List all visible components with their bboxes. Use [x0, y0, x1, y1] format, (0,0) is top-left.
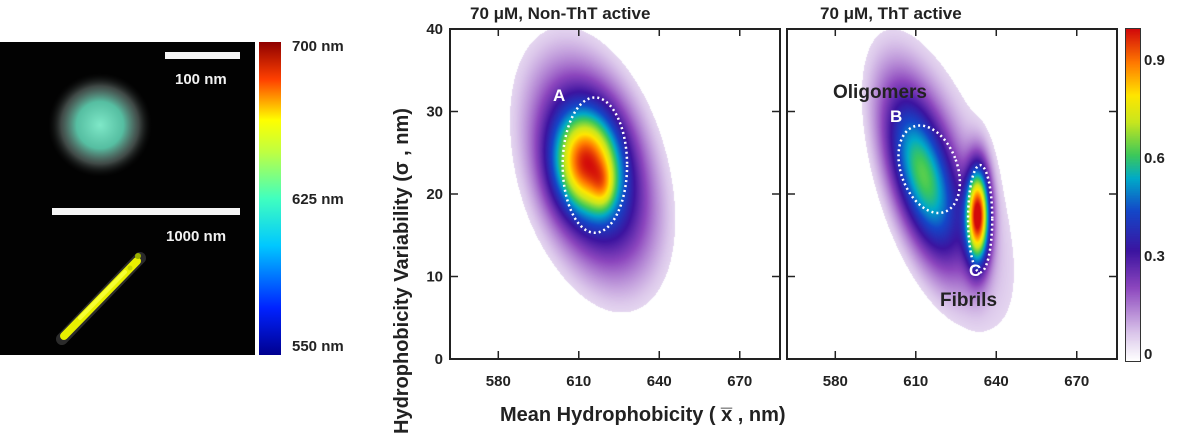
x-tick-label: 580 — [486, 373, 511, 390]
x-tick-label: 640 — [984, 373, 1009, 390]
wavelength-colorbar-svg — [259, 42, 281, 355]
intensity-colorbar — [1125, 28, 1141, 362]
x-tick-label: 670 — [727, 373, 752, 390]
microscopy-image: 100 nm 1000 nm — [0, 42, 255, 355]
scale-label-100: 100 nm — [175, 71, 227, 88]
wavelength-tick-550: 550 nm — [292, 338, 344, 355]
heatmap-2-overlay: B C Oligomers Fibrils — [786, 28, 1118, 360]
wavelength-tick-625: 625 nm — [292, 191, 344, 208]
fibril-image — [56, 252, 146, 345]
wavelength-colorbar — [259, 42, 281, 355]
heatmap-1-overlay: A — [449, 28, 781, 360]
x-tick-label: 640 — [647, 373, 672, 390]
intensity-tick-0: 0 — [1144, 346, 1153, 363]
region-ellipse-C — [966, 163, 994, 274]
y-axis-label: Hydrophobicity Variability (σ , nm) — [391, 108, 413, 434]
y-tick-label: 40 — [426, 21, 443, 38]
region-label-C: C — [969, 261, 981, 280]
intensity-tick-06: 0.6 — [1144, 150, 1165, 167]
y-tick-label: 0 — [435, 351, 443, 368]
heatmap-1-canvas — [450, 29, 780, 359]
heatmap-panel-1: A — [449, 28, 781, 360]
x-axis-label: Mean Hydrophobicity ( x̅ , nm) — [500, 404, 786, 426]
panel1-title: 70 μM, Non-ThT active — [470, 4, 651, 23]
y-tick-label: 10 — [426, 269, 443, 286]
y-tick-label: 30 — [426, 104, 443, 121]
region-ellipse-A — [561, 96, 629, 235]
scale-label-1000: 1000 nm — [166, 228, 227, 245]
x-tick-label: 610 — [566, 373, 591, 390]
scale-bar-100 — [165, 52, 240, 59]
intensity-tick-03: 0.3 — [1144, 248, 1165, 265]
wavelength-tick-700: 700 nm — [292, 38, 344, 55]
panel2-title: 70 μM, ThT active — [820, 4, 962, 23]
annotation-fibrils: Fibrils — [940, 290, 997, 311]
intensity-tick-09: 0.9 — [1144, 52, 1165, 69]
scale-bar-1000 — [52, 208, 240, 215]
x-tick-label: 610 — [903, 373, 928, 390]
x-tick-label: 580 — [823, 373, 848, 390]
microscopy-svg — [48, 52, 240, 345]
heatmap-2-canvas — [787, 29, 1117, 359]
intensity-colorbar-canvas — [1126, 29, 1140, 361]
annotation-oligomers: Oligomers — [833, 82, 927, 103]
y-tick-label: 20 — [426, 186, 443, 203]
oligomer-spot — [48, 73, 152, 177]
x-tick-label: 670 — [1064, 373, 1089, 390]
heatmap-panel-2: B C Oligomers Fibrils — [786, 28, 1118, 360]
region-label-A: A — [553, 86, 565, 105]
region-label-B: B — [890, 107, 902, 126]
